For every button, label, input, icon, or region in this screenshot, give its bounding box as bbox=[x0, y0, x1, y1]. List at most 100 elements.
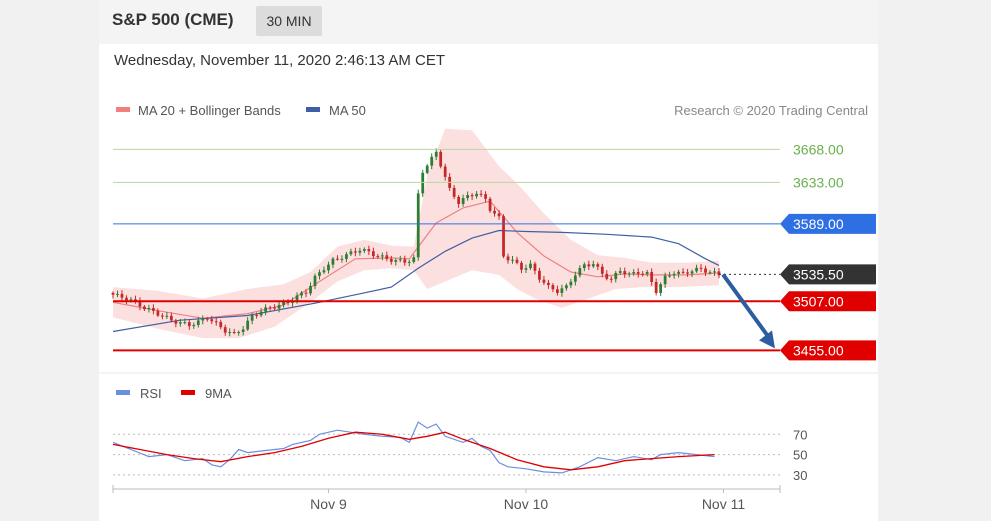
candle-body bbox=[699, 267, 703, 269]
candle-body bbox=[196, 320, 200, 326]
legend-swatch-rsi bbox=[116, 390, 130, 395]
candle-body bbox=[394, 260, 398, 262]
candle-body bbox=[663, 275, 667, 285]
candle-body bbox=[201, 318, 205, 321]
candle-body bbox=[318, 272, 321, 276]
candle-body bbox=[713, 271, 716, 273]
candle-body bbox=[147, 308, 151, 310]
candle-body bbox=[340, 258, 344, 260]
candle-body bbox=[389, 258, 393, 262]
candle-body bbox=[412, 257, 416, 262]
candle-body bbox=[362, 249, 366, 251]
rsi-tick-50: 50 bbox=[793, 448, 807, 463]
candle-body bbox=[470, 195, 474, 197]
candle-body bbox=[385, 255, 389, 259]
candle-body bbox=[605, 273, 609, 279]
candle-body bbox=[178, 322, 182, 324]
candle-body bbox=[219, 321, 223, 328]
candle-body bbox=[443, 166, 447, 177]
candle-body bbox=[677, 271, 680, 274]
candle-body bbox=[434, 151, 438, 157]
candle-body bbox=[367, 249, 371, 252]
candle-body bbox=[497, 213, 501, 217]
candle-body bbox=[259, 311, 263, 316]
candle-body bbox=[421, 172, 425, 194]
rsi-line bbox=[112, 421, 715, 474]
candle-body bbox=[618, 271, 622, 273]
candle-body bbox=[205, 318, 209, 320]
candle-body bbox=[241, 329, 245, 332]
candle-body bbox=[591, 264, 595, 267]
candle-body bbox=[160, 315, 164, 317]
candle-body bbox=[214, 321, 218, 323]
candle-body bbox=[596, 264, 600, 267]
candle-body bbox=[587, 264, 591, 267]
candle-body bbox=[668, 275, 672, 277]
candle-body bbox=[511, 259, 514, 261]
rsi-tick-70: 70 bbox=[793, 427, 807, 442]
candle-body bbox=[407, 261, 411, 263]
candle-body bbox=[547, 282, 550, 286]
candle-body bbox=[609, 278, 613, 280]
timeframe-badge[interactable]: 30 MIN bbox=[256, 6, 322, 36]
candle-body bbox=[210, 319, 214, 322]
candle-body bbox=[502, 216, 505, 257]
candle-body bbox=[232, 332, 236, 334]
bollinger-band bbox=[113, 128, 719, 339]
candle-body bbox=[520, 262, 523, 270]
candle-body bbox=[475, 193, 478, 197]
candle-body bbox=[681, 271, 685, 273]
support-label-box-3455.00 bbox=[780, 340, 876, 361]
candle-body bbox=[111, 292, 115, 295]
support-label-3507.00: 3507.00 bbox=[793, 293, 844, 309]
candle-body bbox=[623, 271, 627, 275]
candle-body bbox=[380, 255, 384, 257]
candle-body bbox=[484, 194, 487, 199]
candle-body bbox=[650, 271, 654, 283]
candle-body bbox=[264, 307, 268, 312]
candle-body bbox=[228, 332, 232, 334]
candle-body bbox=[704, 268, 707, 273]
candle-body bbox=[300, 292, 303, 296]
chart-canvas: MA 20 + Bollinger Bands MA 50 Research © 2… bbox=[99, 103, 878, 512]
candle-body bbox=[659, 284, 663, 293]
candle-body bbox=[349, 251, 353, 255]
candle-body bbox=[569, 281, 573, 286]
candle-body bbox=[556, 289, 559, 293]
candle-body bbox=[654, 282, 658, 293]
candle-body bbox=[327, 264, 330, 271]
chart-card: S&P 500 (CME) 30 MIN Wednesday, November… bbox=[99, 0, 878, 521]
candle-body bbox=[672, 273, 676, 276]
candle-body bbox=[479, 193, 483, 195]
candle-body bbox=[439, 151, 443, 167]
candle-body bbox=[116, 293, 119, 295]
candle-body bbox=[614, 272, 618, 280]
chart-datetime: Wednesday, November 11, 2020 2:46:13 AM … bbox=[114, 52, 446, 69]
x-tick-label: Nov 9 bbox=[310, 496, 347, 512]
candle-body bbox=[695, 267, 698, 272]
candle-body bbox=[169, 315, 173, 321]
candle-body bbox=[636, 272, 640, 274]
candle-body bbox=[645, 271, 649, 274]
candle-body bbox=[708, 272, 712, 274]
candle-body bbox=[488, 198, 492, 211]
candle-body bbox=[457, 196, 461, 204]
current-price-label: 3535.50 bbox=[793, 266, 844, 282]
candle-body bbox=[524, 268, 528, 270]
candle-body bbox=[268, 307, 272, 309]
candle-body bbox=[560, 288, 564, 293]
candle-body bbox=[120, 293, 124, 298]
candle-body bbox=[125, 297, 128, 301]
candle-body bbox=[336, 258, 339, 260]
ma50-line bbox=[112, 229, 720, 333]
candle-body bbox=[331, 258, 335, 265]
support-label-box-3507.00 bbox=[780, 291, 876, 312]
candle-body bbox=[461, 198, 465, 204]
x-tick-label: Nov 11 bbox=[702, 496, 746, 512]
candle-body bbox=[466, 195, 470, 199]
candle-body bbox=[533, 263, 537, 271]
support-label-3455.00: 3455.00 bbox=[793, 342, 844, 358]
pivot-label-box bbox=[780, 213, 876, 234]
candle-body bbox=[192, 325, 196, 327]
candle-body bbox=[223, 327, 227, 333]
